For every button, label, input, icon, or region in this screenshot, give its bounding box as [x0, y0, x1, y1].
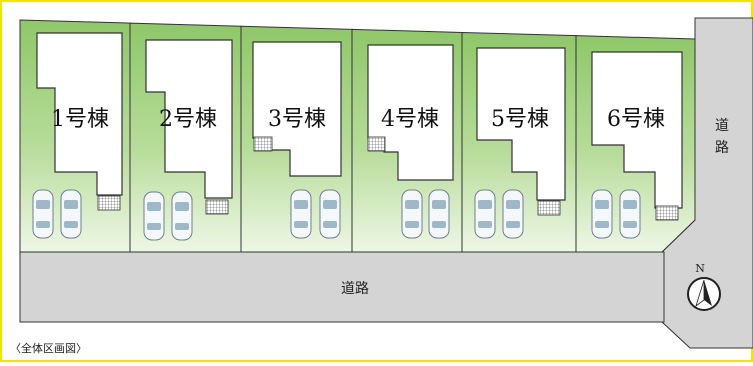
car-icon: [401, 189, 423, 239]
car-icon: [319, 189, 341, 239]
caption: 〈全体区画図〉: [10, 341, 87, 355]
ac-unit-6: [655, 205, 679, 221]
ac-unit-3: [253, 136, 273, 152]
building-6: [591, 51, 683, 209]
car-icon: [428, 189, 450, 239]
ac-unit-5: [537, 200, 561, 216]
north-arrow-icon: [687, 277, 721, 311]
building-2: [145, 39, 233, 199]
plot-label-2: 2号棟: [159, 107, 217, 132]
lots: 1号棟 2号棟 3号棟 4号棟 5号棟 6号棟: [19, 19, 696, 253]
plot-label-6: 6号棟: [607, 107, 665, 132]
building-1: [36, 32, 123, 196]
car-icon: [143, 191, 165, 241]
car-icon: [619, 189, 641, 239]
road-bottom: [19, 251, 665, 323]
car-icon: [171, 191, 193, 241]
plot-label-3: 3号棟: [268, 107, 326, 132]
ac-unit-1: [97, 195, 121, 211]
road-label-right-2: 路: [715, 140, 729, 156]
car-icon: [502, 189, 524, 239]
building-5: [476, 47, 566, 201]
road-label-right-1: 道: [715, 118, 729, 134]
plot-label-4: 4号棟: [381, 107, 439, 132]
plot-label-5: 5号棟: [491, 107, 549, 132]
road-label-bottom: 道路: [341, 281, 369, 297]
north-label: N: [695, 262, 705, 275]
car-icon: [591, 189, 613, 239]
car-icon: [290, 189, 312, 239]
car-icon: [474, 189, 496, 239]
car-icon: [32, 189, 54, 239]
ac-unit-4: [367, 136, 386, 152]
car-icon: [60, 189, 82, 239]
plot-label-1: 1号棟: [51, 107, 109, 132]
ac-unit-2: [205, 199, 229, 215]
